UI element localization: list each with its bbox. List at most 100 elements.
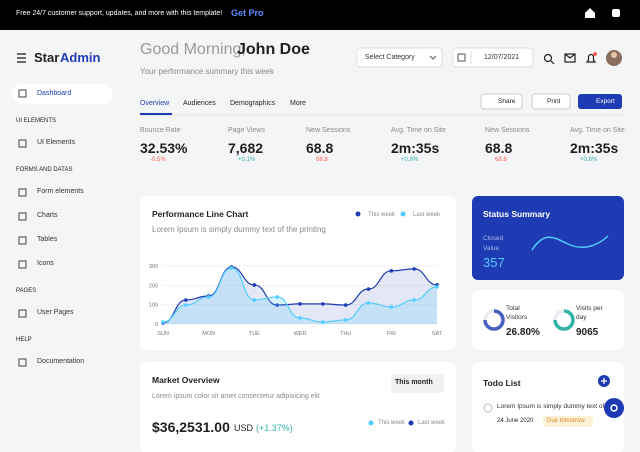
nav-item[interactable]: Documentation xyxy=(37,358,85,365)
banner-text: Free 24/7 customer support, updates, and… xyxy=(16,10,223,17)
user-name: John Doe xyxy=(237,41,310,58)
todo-badge: Due tomorrow xyxy=(547,418,585,424)
active-nav-pill xyxy=(12,84,112,104)
nav-item[interactable]: Tables xyxy=(37,236,58,243)
nav-item[interactable]: User Pages xyxy=(37,309,74,316)
point xyxy=(389,269,394,273)
y-tick-label: 100 xyxy=(149,303,158,309)
tab[interactable]: Audiences xyxy=(183,100,216,107)
visitors-label: Total Visitors xyxy=(506,305,528,321)
plus-icon xyxy=(601,378,607,384)
nav-item[interactable]: UI Elements xyxy=(37,139,76,146)
stat-label: New Sessions xyxy=(485,127,530,134)
period-label[interactable]: This month xyxy=(395,379,433,386)
performance-chart: 0 100 200 300 SUN MON TUE WED THU FRI SAT This week… xyxy=(149,211,443,337)
point xyxy=(275,303,279,307)
nav-section-title: HELP xyxy=(16,337,32,343)
brand-admin: Admin xyxy=(60,50,101,65)
stat-label: Bounce Rate xyxy=(140,127,181,134)
action-label[interactable]: Share xyxy=(498,98,516,105)
point xyxy=(343,318,348,322)
point xyxy=(412,298,416,302)
nav-icon xyxy=(18,188,27,197)
stat-value: 2m:35s xyxy=(570,140,619,156)
todo-card xyxy=(472,362,624,452)
point xyxy=(252,283,257,287)
home-icon xyxy=(585,8,595,18)
stat-value: 2m:35s xyxy=(391,140,440,156)
sparkline xyxy=(531,235,609,251)
nav-icon xyxy=(18,236,27,245)
y-tick-label: 0 xyxy=(155,322,158,328)
avatar-face xyxy=(611,52,617,58)
tab[interactable]: Demographics xyxy=(230,100,276,107)
stat-change: +0.1% xyxy=(238,157,256,163)
todo-checkbox[interactable] xyxy=(483,403,493,413)
select-label[interactable]: Select Category xyxy=(365,54,415,61)
stat-change: +0.8% xyxy=(580,157,598,163)
point xyxy=(184,298,188,302)
stat-label: New Sessions xyxy=(306,127,351,134)
card-subtitle: Lorem Ipsum is simply dummy text of the … xyxy=(152,225,326,234)
visits-value: 9065 xyxy=(576,327,599,338)
point xyxy=(252,298,257,302)
nav-icon xyxy=(18,212,27,221)
badge-bg xyxy=(543,416,593,427)
legend-label: This week xyxy=(378,420,406,426)
tab[interactable]: Overview xyxy=(140,100,170,107)
point xyxy=(275,295,279,299)
legend-dot xyxy=(355,211,361,217)
point xyxy=(389,305,394,309)
nav-icon xyxy=(18,358,27,367)
nav-section-title: PAGES xyxy=(16,288,37,294)
y-tick-label: 300 xyxy=(149,264,158,270)
stat-label: Page Views xyxy=(228,127,265,134)
date-box[interactable] xyxy=(452,47,534,68)
settings-icon xyxy=(612,9,620,17)
point xyxy=(229,266,234,270)
visitors-arc xyxy=(483,309,505,331)
nav-item[interactable]: Dashboard xyxy=(37,90,72,97)
point xyxy=(184,303,188,307)
greeting: Good Morning, xyxy=(140,41,246,58)
point xyxy=(435,285,439,289)
x-tick-label: FRI xyxy=(387,331,396,337)
notification-dot xyxy=(593,52,597,56)
nav-item[interactable]: Charts xyxy=(37,212,58,219)
select-box[interactable] xyxy=(356,47,443,68)
top-banner xyxy=(0,0,640,30)
stat-label: Avg. Time on Site xyxy=(391,127,446,134)
point xyxy=(298,302,302,306)
legend-dot xyxy=(368,420,374,426)
tab[interactable]: More xyxy=(290,100,306,107)
gear-icon xyxy=(610,404,618,412)
y-tick-label: 200 xyxy=(149,283,158,289)
market-change: (+1.37%) xyxy=(256,423,293,433)
nav-icon xyxy=(18,139,27,148)
date-value[interactable]: 12/07/2021 xyxy=(484,54,520,61)
nav-item[interactable]: Icons xyxy=(37,260,54,267)
menu-icon xyxy=(17,53,26,63)
nav-item[interactable]: Form elements xyxy=(37,188,84,195)
legend-dot xyxy=(400,211,406,217)
print-button[interactable] xyxy=(531,93,571,110)
point xyxy=(206,295,211,299)
x-tick-label: MON xyxy=(202,331,215,337)
legend-label: This week xyxy=(368,212,396,218)
market-currency: USD xyxy=(234,423,254,433)
settings-fab[interactable] xyxy=(604,398,624,418)
stat-change: 68.8 xyxy=(495,157,507,163)
period-dropdown[interactable] xyxy=(391,374,444,393)
legend-label: Last week xyxy=(418,420,446,426)
greeting-subtitle: Your performance summary this week xyxy=(140,67,274,76)
visits-label: Visits per day xyxy=(576,305,603,321)
card-title: Market Overview xyxy=(152,375,220,385)
export-button[interactable] xyxy=(578,94,622,109)
action-label[interactable]: Print xyxy=(547,98,561,105)
point xyxy=(321,320,325,324)
share-button[interactable] xyxy=(480,93,523,110)
nav-icon xyxy=(18,260,27,269)
action-label[interactable]: Export xyxy=(596,98,615,105)
get-pro-link[interactable]: Get Pro xyxy=(231,8,264,18)
